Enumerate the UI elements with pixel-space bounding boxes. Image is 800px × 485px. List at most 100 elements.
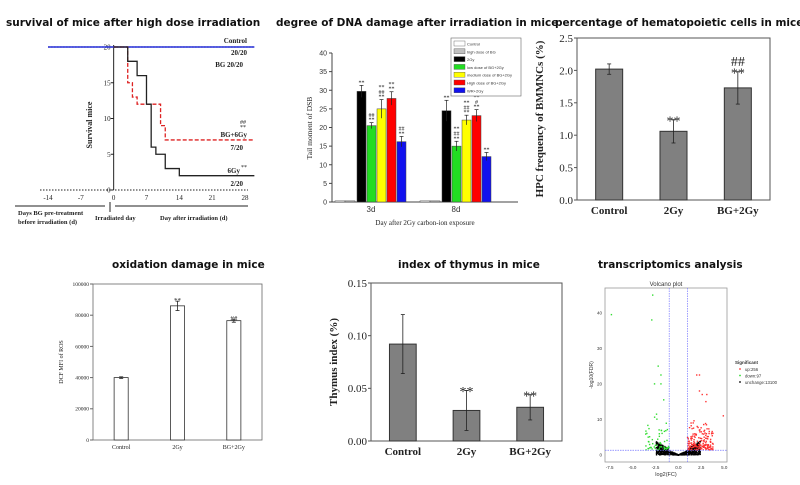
volcano-point-up: [701, 445, 704, 447]
volcano-point-unchanged: [667, 448, 669, 450]
dna-x-axis-label: Day after 2Gy carbon-ion exposure: [375, 219, 474, 227]
volcano-point-unchanged: [694, 451, 696, 453]
volcano-point-unchanged: [683, 454, 686, 456]
volcano-point-unchanged: [659, 450, 661, 453]
volcano-y-tick-label: 10: [597, 417, 603, 422]
volcano-point-down: [659, 446, 661, 448]
volcano-point-unchanged: [692, 452, 694, 454]
volcano-point-unchanged: [655, 447, 658, 449]
volcano-point-down: [651, 294, 654, 296]
volcano-title: transcriptomics analysis: [598, 259, 743, 271]
volcano-point-unchanged: [686, 450, 688, 452]
dna-significance-mark: **: [464, 110, 470, 116]
volcano-point-up: [722, 415, 725, 417]
volcano-point-up: [692, 446, 694, 448]
survival-y-tick-label: 0: [107, 187, 111, 195]
volcano-point-up: [706, 428, 708, 430]
volcano-point-down: [647, 424, 649, 427]
volcano-point-unchanged: [695, 447, 697, 449]
dna-bar: [344, 200, 356, 203]
volcano-point-up: [711, 448, 713, 451]
volcano-point-up: [688, 426, 691, 429]
thymus-y-tick-label: 0.00: [348, 436, 368, 448]
dna-title: degree of DNA damage after irradiation i…: [276, 17, 558, 29]
volcano-point-up: [705, 424, 708, 426]
hpc-significance-mark: **: [667, 114, 681, 129]
volcano-point-down: [644, 433, 647, 435]
volcano-point-unchanged: [678, 454, 680, 456]
volcano-point-up: [691, 447, 693, 449]
volcano-point-up: [697, 443, 700, 446]
volcano-point-unchanged: [683, 453, 686, 455]
volcano-point-unchanged: [689, 450, 692, 452]
volcano-point-up: [698, 445, 700, 448]
volcano-point-unchanged: [694, 452, 696, 455]
volcano-point-unchanged: [688, 453, 690, 455]
volcano-point-up: [702, 449, 704, 451]
volcano-point-down: [658, 448, 660, 450]
dna-legend-label: Control: [467, 42, 480, 47]
volcano-point-unchanged: [688, 450, 690, 453]
volcano-point-down: [667, 445, 670, 448]
dna-legend-label: medium dose of BG+2Gy: [467, 73, 512, 78]
volcano-point-unchanged: [697, 442, 699, 444]
volcano-point-down: [654, 447, 656, 450]
volcano-point-unchanged: [661, 453, 664, 455]
volcano-point-up: [691, 443, 693, 446]
dna-significance-mark: **: [474, 95, 480, 101]
volcano-point-up: [690, 442, 693, 444]
dna-bar: [386, 98, 397, 203]
volcano-point-unchanged: [660, 452, 663, 454]
volcano-point-up: [691, 427, 693, 430]
dna-legend-swatch: [453, 40, 466, 47]
volcano-point-up: [699, 429, 701, 431]
volcano-point-unchanged: [698, 452, 701, 455]
volcano-point-down: [610, 313, 613, 316]
dna-significance-mark: ##: [454, 131, 460, 137]
volcano-point-unchanged: [687, 450, 689, 452]
volcano-point-up: [703, 445, 706, 447]
dna-legend-label: High dose of BG+2Gy: [467, 81, 506, 86]
volcano-point-up: [698, 444, 701, 446]
volcano-point-up: [701, 393, 703, 396]
dna-bar: [356, 91, 367, 203]
volcano-point-unchanged: [667, 453, 669, 456]
volcano-point-unchanged: [699, 450, 701, 453]
volcano-point-up: [690, 425, 692, 427]
volcano-point-unchanged: [682, 451, 685, 454]
volcano-x-tick-label: -2.5: [652, 465, 660, 470]
volcano-point-down: [667, 447, 669, 449]
volcano-point-unchanged: [692, 449, 695, 451]
survival-x-label-pre: Days BG pre-treatment: [18, 210, 84, 217]
volcano-point-down: [660, 383, 662, 385]
volcano-point-up: [698, 390, 701, 392]
volcano-point-unchanged: [664, 452, 666, 454]
volcano-y-tick-label: 0: [599, 452, 602, 457]
volcano-point-up: [693, 433, 696, 435]
dna-y-tick-label: 10: [319, 162, 327, 169]
volcano-point-unchanged: [655, 453, 658, 456]
survival-label-control: Control: [224, 37, 247, 45]
volcano-point-unchanged: [673, 453, 675, 455]
hpc-significance-mark: ##: [731, 55, 745, 70]
ros-x-tick-label: BG+2Gy: [223, 445, 245, 451]
volcano-point-up: [705, 448, 707, 451]
volcano-point-up: [699, 437, 702, 439]
dna-y-tick-label: 20: [319, 125, 327, 132]
volcano-point-up: [711, 430, 713, 433]
volcano-point-up: [705, 400, 707, 403]
volcano-point-unchanged: [685, 453, 687, 455]
volcano-point-up: [698, 441, 701, 444]
volcano-point-unchanged: [672, 452, 674, 454]
dna-legend-swatch: [453, 79, 466, 86]
volcano-point-unchanged: [666, 453, 668, 456]
volcano-point-unchanged: [690, 449, 693, 452]
volcano-point-up: [707, 446, 709, 448]
volcano-point-up: [711, 435, 713, 437]
volcano-point-unchanged: [696, 447, 698, 449]
volcano-point-down: [660, 374, 662, 376]
volcano-point-up: [706, 444, 709, 446]
survival-y-tick-label: 10: [104, 115, 112, 123]
